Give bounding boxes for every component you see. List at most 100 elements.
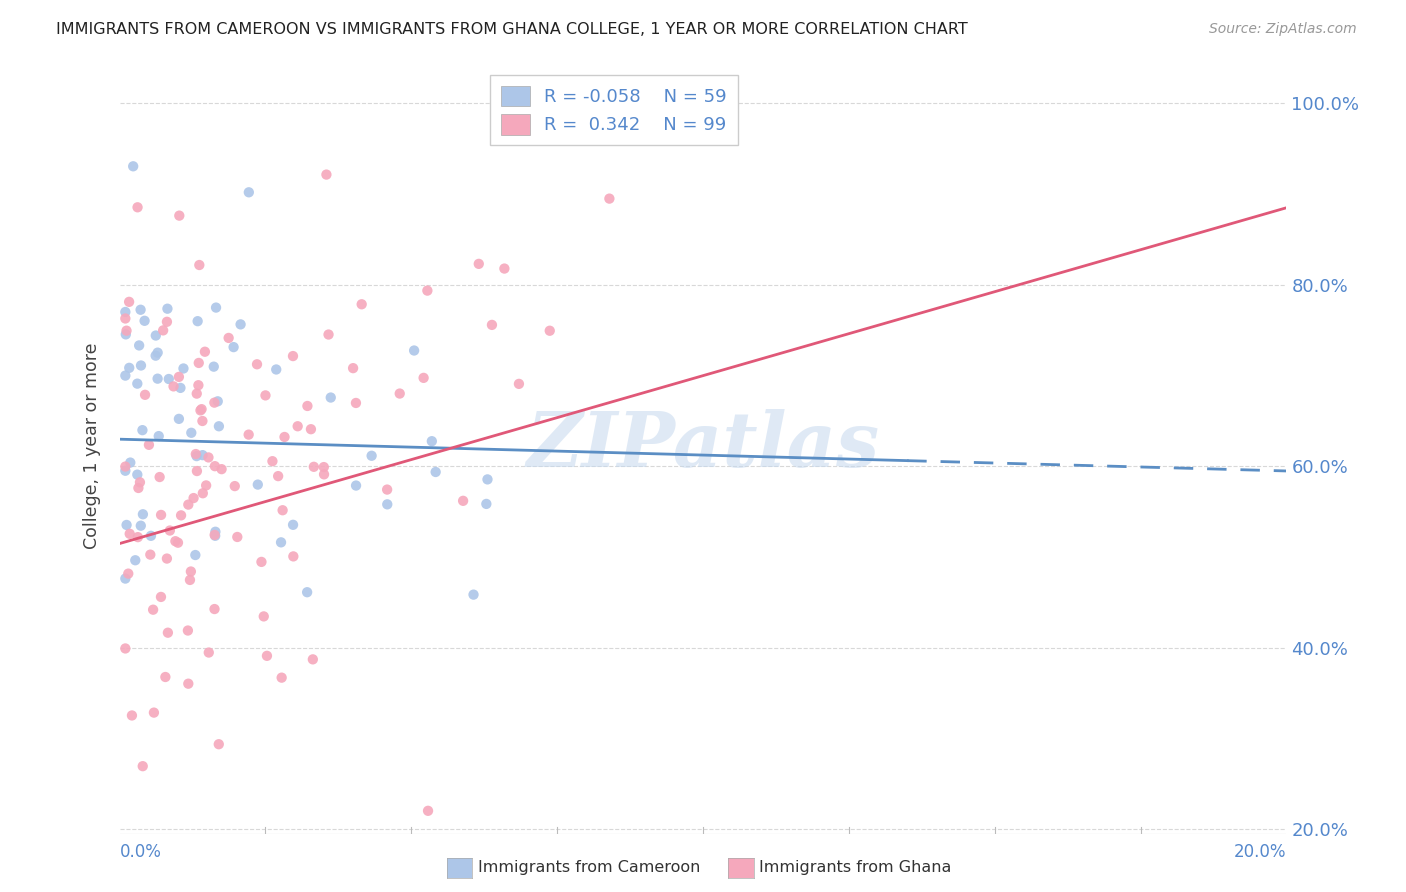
Point xyxy=(283,549,305,564)
Point xyxy=(177,676,200,690)
Point xyxy=(148,429,170,443)
Point xyxy=(128,338,150,352)
Point xyxy=(211,462,233,476)
Point xyxy=(120,456,142,470)
Point xyxy=(127,200,149,214)
Point xyxy=(202,395,225,409)
Point xyxy=(139,529,162,543)
Point xyxy=(159,524,181,538)
Text: Immigrants from Cameroon: Immigrants from Cameroon xyxy=(478,861,700,875)
Point xyxy=(342,361,364,376)
Point xyxy=(208,737,231,751)
Point xyxy=(425,465,447,479)
Point xyxy=(129,518,152,533)
Text: ZIPatlas: ZIPatlas xyxy=(526,409,880,483)
Point xyxy=(114,572,136,586)
Point xyxy=(134,388,156,402)
Point xyxy=(118,526,141,541)
Point xyxy=(121,708,143,723)
Point xyxy=(208,419,231,434)
Point xyxy=(150,508,173,522)
Point xyxy=(167,370,190,384)
Point xyxy=(246,357,269,371)
Point xyxy=(463,588,485,602)
Point xyxy=(420,434,443,449)
Point xyxy=(267,469,290,483)
Point xyxy=(218,331,240,345)
Point xyxy=(186,449,208,463)
Point xyxy=(207,394,229,409)
Point xyxy=(315,168,337,182)
Text: 0.0%: 0.0% xyxy=(120,843,162,861)
Point xyxy=(187,356,209,370)
Point xyxy=(127,376,149,391)
Point xyxy=(145,349,167,363)
Text: IMMIGRANTS FROM CAMEROON VS IMMIGRANTS FROM GHANA COLLEGE, 1 YEAR OR MORE CORREL: IMMIGRANTS FROM CAMEROON VS IMMIGRANTS F… xyxy=(56,22,967,37)
Point xyxy=(195,478,218,492)
Point xyxy=(468,257,491,271)
Point xyxy=(494,261,516,276)
Point xyxy=(186,386,208,401)
Point xyxy=(165,534,187,549)
Point xyxy=(273,430,295,444)
Point xyxy=(114,327,136,342)
Point xyxy=(416,804,439,818)
Point xyxy=(477,472,499,486)
Point xyxy=(129,359,152,373)
Point xyxy=(475,497,498,511)
Point xyxy=(115,324,138,338)
Point xyxy=(127,467,149,482)
Point xyxy=(598,192,620,206)
Point xyxy=(118,294,141,309)
Point xyxy=(481,318,503,332)
Point xyxy=(295,585,318,599)
Point xyxy=(157,372,180,386)
Point xyxy=(204,524,226,539)
Point xyxy=(238,186,260,200)
Point xyxy=(177,498,200,512)
Point xyxy=(169,381,191,395)
Point xyxy=(155,670,177,684)
Point xyxy=(132,759,155,773)
Point xyxy=(412,371,434,385)
Point xyxy=(134,314,156,328)
Point xyxy=(179,573,201,587)
Point xyxy=(132,508,155,522)
Point xyxy=(180,425,202,440)
Point xyxy=(172,361,194,376)
Point xyxy=(226,530,249,544)
Point xyxy=(131,423,153,437)
Point xyxy=(149,470,172,484)
Point xyxy=(297,399,319,413)
Point xyxy=(262,454,284,468)
Point xyxy=(344,478,367,492)
Point xyxy=(287,419,309,434)
Legend: R = -0.058    N = 59, R =  0.342    N = 99: R = -0.058 N = 59, R = 0.342 N = 99 xyxy=(491,75,738,145)
Point xyxy=(114,311,136,326)
Point xyxy=(451,493,474,508)
Point xyxy=(204,459,226,474)
Point xyxy=(270,535,292,549)
Point xyxy=(156,301,179,316)
Point xyxy=(114,459,136,474)
Point xyxy=(169,209,191,223)
Point xyxy=(388,386,411,401)
Point xyxy=(302,459,325,474)
Point xyxy=(197,646,219,660)
Point xyxy=(142,603,165,617)
Point xyxy=(187,314,209,328)
Point xyxy=(156,315,179,329)
Point xyxy=(114,368,136,383)
Point xyxy=(202,359,225,374)
Text: Source: ZipAtlas.com: Source: ZipAtlas.com xyxy=(1209,22,1357,37)
Point xyxy=(122,159,145,173)
Point xyxy=(190,403,212,417)
Point xyxy=(184,548,207,562)
Point xyxy=(222,340,245,354)
Point xyxy=(129,475,152,490)
Point xyxy=(177,624,200,638)
Point xyxy=(191,448,214,462)
Point xyxy=(204,602,226,616)
Point xyxy=(204,529,226,543)
Point xyxy=(281,517,304,532)
